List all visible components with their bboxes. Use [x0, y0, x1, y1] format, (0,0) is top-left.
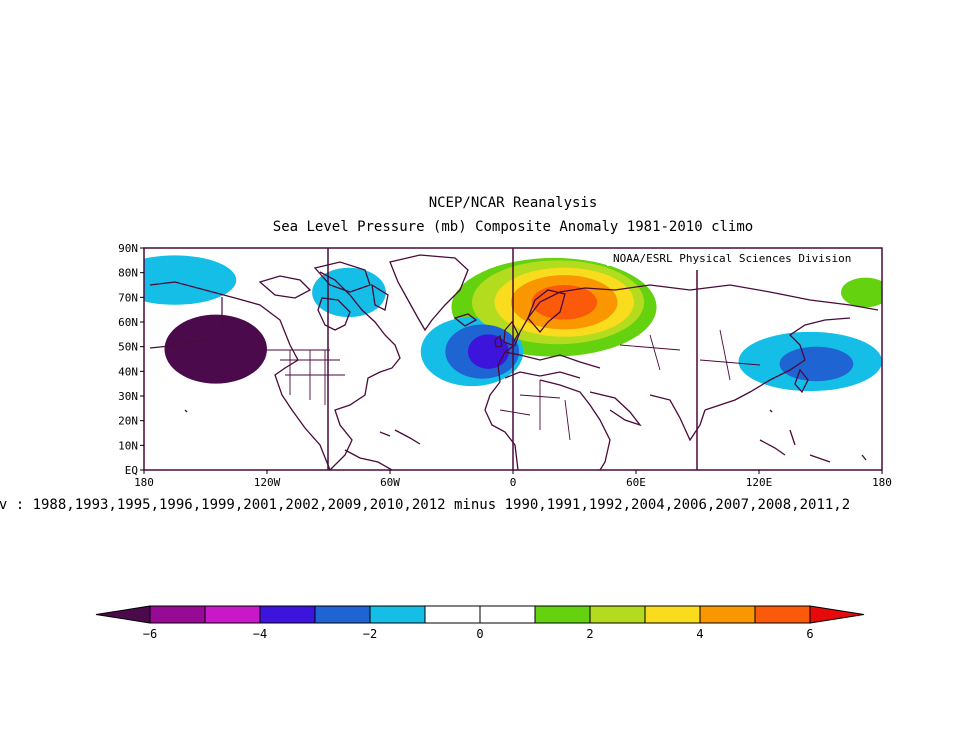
- lat-tick-label: 50N: [118, 341, 138, 354]
- anomaly-contour-neg-1: [312, 267, 386, 318]
- colorbar-label: 0: [476, 627, 483, 641]
- lon-tick-label: 0: [510, 476, 517, 489]
- lat-tick-label: 80N: [118, 267, 138, 280]
- lon-tick-label: 180: [134, 476, 154, 489]
- colorbar-bin: [479, 605, 536, 624]
- colorbar-bin: [259, 605, 316, 624]
- anomaly-contour-neg-2: [779, 346, 854, 382]
- lon-tick-label: 120W: [254, 476, 281, 489]
- anomaly-field: [144, 248, 882, 470]
- colorbar: −6 −4 −2 0 2 4 6: [95, 605, 865, 641]
- lat-tick-label: EQ: [125, 464, 138, 477]
- anomaly-contour-pos-5: [531, 285, 598, 320]
- colorbar-label: 4: [696, 627, 703, 641]
- colorbar-bin: [314, 605, 371, 624]
- lat-tick-label: 30N: [118, 390, 138, 403]
- latitude-axis: 90N 80N 70N 60N 50N 40N 30N 20N 10N EQ: [118, 242, 144, 477]
- colorbar-bin: [754, 605, 811, 624]
- lat-tick-label: 70N: [118, 291, 138, 304]
- lat-tick-label: 60N: [118, 316, 138, 329]
- credit-text: NOAA/ESRL Physical Sciences Division: [613, 252, 851, 265]
- longitude-axis: 180 120W 60W 0 60E 120E 180: [134, 470, 892, 489]
- colorbar-min-arrow: [95, 605, 151, 624]
- lon-tick-label: 180: [872, 476, 892, 489]
- lat-tick-label: 40N: [118, 365, 138, 378]
- anomaly-contour-neg-3: [467, 334, 509, 369]
- colorbar-bin: [534, 605, 591, 624]
- lon-tick-label: 60E: [626, 476, 646, 489]
- composite-years-label: Nov : 1988,1993,1995,1996,1999,2001,2002…: [0, 497, 851, 513]
- lat-tick-label: 10N: [118, 439, 138, 452]
- colorbar-label: 2: [586, 627, 593, 641]
- colorbar-bin: [204, 605, 261, 624]
- colorbar-bin: [424, 605, 481, 624]
- lon-tick-label: 120E: [746, 476, 773, 489]
- colorbar-label: −4: [253, 627, 267, 641]
- colorbar-bin: [699, 605, 756, 624]
- lat-tick-label: 20N: [118, 415, 138, 428]
- colorbar-label: −6: [143, 627, 157, 641]
- colorbar-bin: [369, 605, 426, 624]
- chart-title: NCEP/NCAR Reanalysis: [428, 195, 598, 211]
- lon-tick-label: 60W: [380, 476, 400, 489]
- lat-tick-label: 90N: [118, 242, 138, 255]
- colorbar-label: 6: [806, 627, 813, 641]
- colorbar-bin: [149, 605, 206, 624]
- colorbar-label: −2: [363, 627, 377, 641]
- credit-box: [607, 250, 880, 266]
- colorbar-bin: [589, 605, 646, 624]
- coastlines: [149, 254, 879, 470]
- colorbar-max-arrow: [809, 605, 865, 624]
- colorbar-bin: [644, 605, 701, 624]
- anomaly-contour-neg-6: [164, 314, 267, 384]
- chart-subtitle: Sea Level Pressure (mb) Composite Anomal…: [272, 219, 754, 235]
- anomaly-contour-pos-1: [841, 277, 882, 308]
